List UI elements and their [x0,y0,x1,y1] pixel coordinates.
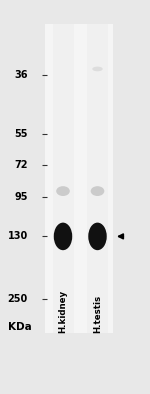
Text: 72: 72 [14,160,28,171]
Bar [45,24,113,333]
Ellipse shape [92,67,103,71]
Text: H.kidney: H.kidney [58,290,68,333]
Ellipse shape [56,186,70,196]
Text: 95: 95 [14,192,28,202]
Text: 250: 250 [8,294,28,305]
Text: 130: 130 [8,231,28,242]
Ellipse shape [54,223,72,250]
Text: KDa: KDa [8,322,31,332]
Text: 55: 55 [14,129,28,139]
Text: 36: 36 [14,70,28,80]
Ellipse shape [91,186,104,196]
Bar [87,24,108,333]
Ellipse shape [88,223,107,250]
Bar [52,24,74,333]
Text: H.testis: H.testis [93,295,102,333]
